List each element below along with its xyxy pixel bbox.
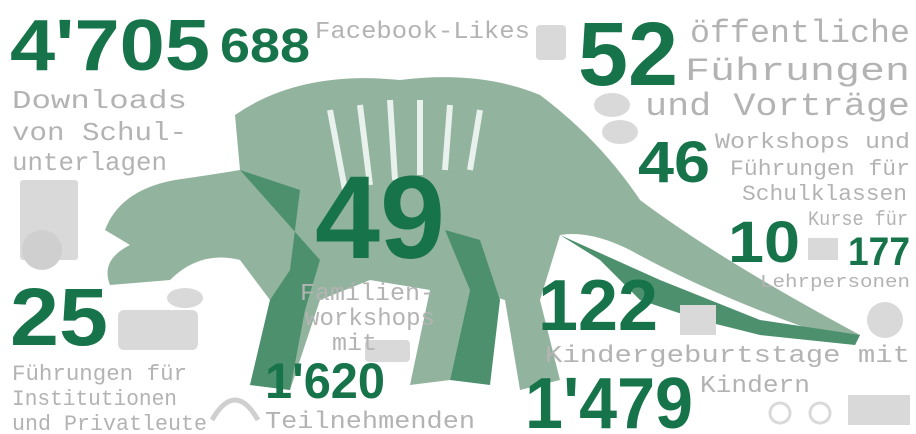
stat-label: Kurse für (808, 209, 908, 232)
stat-label: unterlagen (12, 148, 167, 178)
stat-number: 1'620 (265, 353, 385, 409)
infographic: 4'705Downloadsvon Schul-unterlagen 688Fac… (0, 0, 916, 434)
stat-number: 688 (220, 20, 310, 73)
stat-label: Institutionen (12, 387, 177, 412)
stat-label: Teilnehmenden (265, 409, 475, 434)
stat-number: 1'479 (525, 364, 693, 434)
stat-number: 49 (315, 152, 445, 284)
stat-label: und Privatleute (12, 412, 207, 434)
stat-label: Führungen für (12, 362, 187, 387)
stat-label: von Schul- (12, 118, 187, 148)
stat-label: Downloads (12, 86, 187, 116)
stat-number: 4'705 (10, 6, 210, 86)
stat-number: 25 (10, 272, 108, 363)
stat-label: Workshops und (715, 130, 910, 155)
stat-number: 122 (538, 266, 658, 346)
stat-label: und Vorträge (645, 88, 910, 125)
stat-label: Schulklassen (742, 182, 907, 207)
stat-label: Facebook-Likes (315, 19, 530, 46)
stat-label: Familien- (300, 281, 435, 308)
stat-number: 177 (848, 230, 910, 274)
stat-number: 10 (728, 210, 800, 275)
stat-label: Lehrpersonen (760, 273, 910, 293)
stat-label: Führungen (685, 53, 910, 90)
stat-label: workshops (305, 306, 435, 333)
stat-label: öffentliche (690, 15, 910, 52)
stat-number: 46 (638, 130, 710, 195)
stat-label: Führungen für (730, 157, 910, 182)
stat-label: Kindern (700, 373, 810, 400)
